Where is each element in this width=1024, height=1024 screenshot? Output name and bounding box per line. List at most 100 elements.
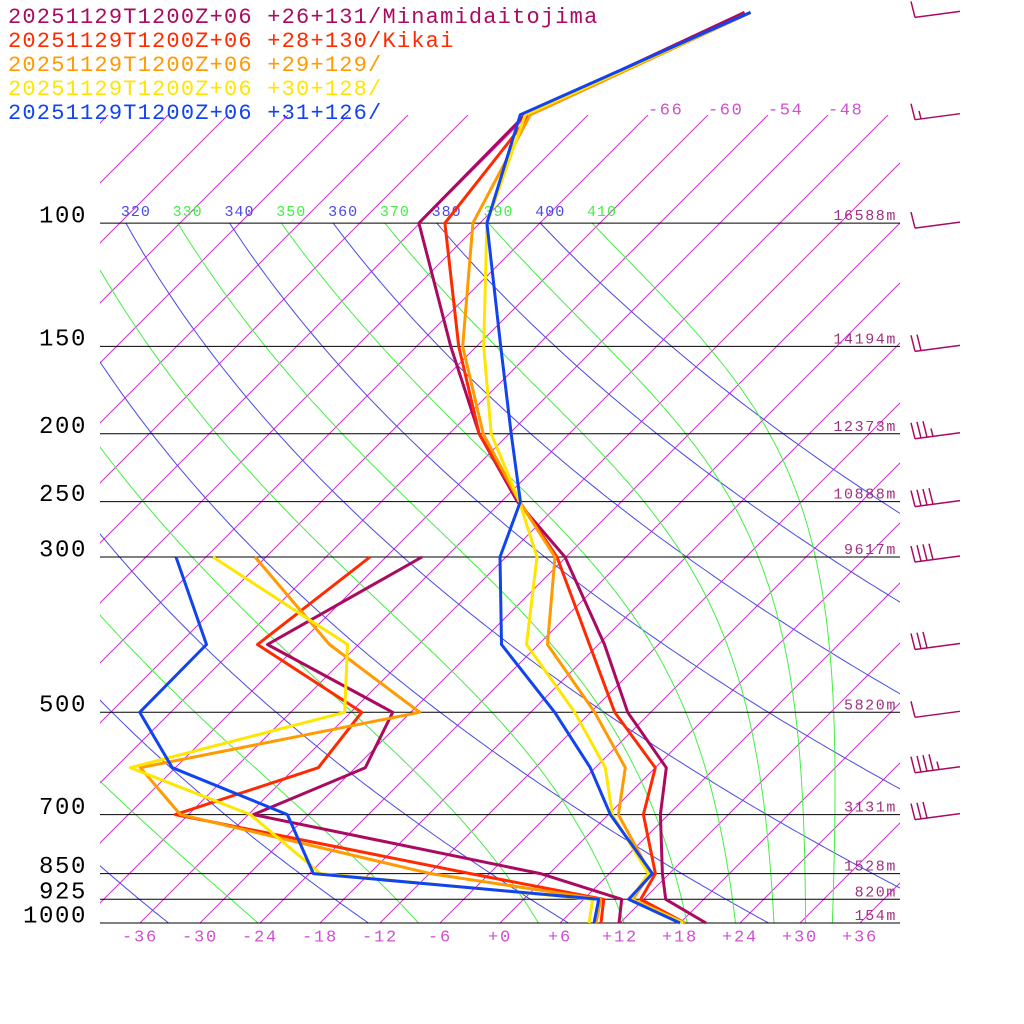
- isotherm: [739, 762, 900, 923]
- legend-entry: 20251129T1200Z+06 +30+128/: [8, 77, 382, 102]
- barb-flag: [910, 103, 916, 120]
- barb-flag: [910, 633, 916, 650]
- isotherm: [379, 402, 900, 923]
- x-tick-label: +36: [842, 928, 878, 947]
- legend-entry: 20251129T1200Z+06 +26+131/Minamidaitojim…: [8, 5, 599, 30]
- adiabat-label: 350: [276, 204, 306, 221]
- wind-barb: [910, 211, 961, 229]
- barb-staff: [914, 765, 961, 774]
- adiabat-label: 380: [432, 204, 462, 221]
- temperature-line: [417, 11, 746, 925]
- wind-barb: [910, 701, 961, 719]
- dewpoint-line: [138, 556, 603, 924]
- isotherm: [100, 115, 709, 724]
- isotherm: [439, 462, 900, 923]
- x-tick-label: +0: [488, 928, 512, 947]
- barb-flag: [922, 631, 928, 649]
- barb-flag: [916, 755, 922, 773]
- dewpoint-line: [251, 555, 624, 924]
- isotherm-label: -48: [828, 101, 863, 120]
- barb-flag: [910, 803, 916, 820]
- x-tick-label: +6: [548, 928, 572, 947]
- adiabat-label: 410: [587, 204, 617, 221]
- barb-flag: [910, 701, 916, 718]
- isotherm: [100, 115, 409, 424]
- x-tick-label: -24: [242, 928, 278, 947]
- isotherm-label: -66: [648, 101, 683, 120]
- barb-flag: [910, 422, 916, 439]
- barb-staff: [914, 112, 961, 121]
- x-tick-label: -30: [182, 928, 218, 947]
- adiabat-label: 320: [121, 204, 151, 221]
- isotherm: [799, 822, 900, 923]
- x-tick-label: +24: [722, 928, 758, 947]
- temperature-line: [485, 11, 752, 925]
- barb-staff: [914, 642, 961, 651]
- isotherm: [100, 115, 229, 244]
- isotherms: [100, 115, 900, 923]
- x-tick-label: -18: [302, 928, 338, 947]
- adiabat-label: 340: [224, 204, 254, 221]
- moist-adiabat: [591, 223, 836, 923]
- dewpoint-line: [138, 556, 601, 924]
- wind-barb: [910, 631, 961, 651]
- height-label: 12373m: [833, 419, 897, 436]
- barb-flag: [922, 754, 928, 772]
- barb-flag: [910, 756, 916, 773]
- isotherm-label: -60: [708, 101, 743, 120]
- y-tick-label: 300: [39, 537, 87, 564]
- wind-barb: [910, 801, 961, 821]
- barb-staff: [914, 555, 961, 563]
- barb-flag: [910, 1, 916, 18]
- legend-entry: 20251129T1200Z+06 +29+129/: [8, 53, 382, 78]
- x-tick-label: +18: [662, 928, 698, 947]
- x-tick-label: -36: [122, 928, 158, 947]
- height-label: 9617m: [844, 542, 897, 559]
- wind-barb: [910, 488, 961, 508]
- barb-flag: [910, 545, 916, 563]
- y-tick-label: 150: [39, 327, 87, 354]
- isotherm: [100, 115, 469, 484]
- isotherm: [199, 222, 900, 923]
- isotherm: [100, 115, 889, 904]
- isotherm: [319, 342, 900, 923]
- barb-flag: [922, 544, 928, 561]
- adiabat-label: 400: [535, 204, 565, 221]
- barb-flag: [910, 335, 916, 352]
- y-tick-label: 700: [39, 795, 87, 822]
- isotherm: [499, 522, 900, 923]
- main: -36 -30 -24 -18 -12 -6 +0 +6 +12 +18 +24 +30 +36 -66 -…: [8, 1, 961, 947]
- wind-barb: [910, 334, 961, 353]
- barb-flag: [910, 211, 916, 229]
- barb-flag: [916, 421, 922, 439]
- height-label: 3131m: [844, 800, 897, 817]
- x-tick-label: +12: [602, 928, 638, 947]
- isotherm: [100, 115, 769, 784]
- isotherm: [100, 115, 349, 364]
- barb-staff: [914, 812, 961, 821]
- wind-barb: [910, 543, 961, 563]
- barb-flag: [922, 488, 928, 506]
- temperature-line: [482, 11, 752, 925]
- adiabat-label: 370: [380, 204, 410, 221]
- y-tick-label: 925: [39, 880, 87, 907]
- barb-half: [930, 428, 934, 437]
- barb-staff: [914, 10, 961, 19]
- temperature-line: [443, 11, 752, 925]
- isotherm: [100, 115, 589, 604]
- y-tick-label: 1000: [23, 903, 87, 930]
- barb-flag: [916, 334, 922, 351]
- barb-flag: [916, 545, 922, 562]
- y-tick-label: 250: [39, 482, 87, 509]
- legend-entry: 20251129T1200Z+06 +28+130/Kikai: [8, 29, 454, 54]
- height-label: 16588m: [833, 208, 897, 225]
- barb-staff: [914, 221, 961, 229]
- barb-flag: [922, 801, 928, 819]
- barb-half: [936, 761, 940, 770]
- adiabat-label: 330: [173, 204, 203, 221]
- wind-barb: [910, 421, 961, 440]
- barb-flag: [928, 754, 934, 771]
- height-label: 154m: [855, 908, 897, 925]
- y-tick-label: 200: [39, 414, 87, 441]
